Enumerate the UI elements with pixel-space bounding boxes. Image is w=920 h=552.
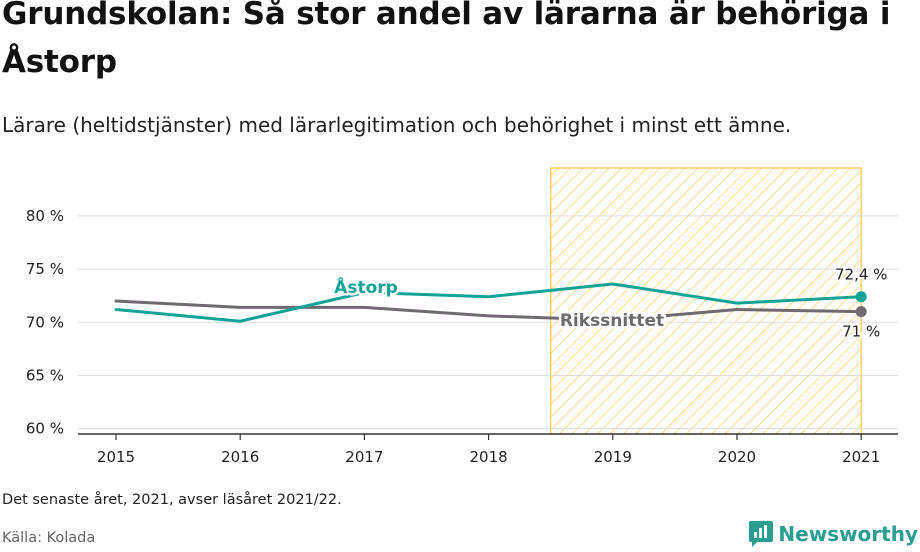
series-end-marker-astorp <box>855 291 867 303</box>
series-label-rikssnittet: Rikssnittet <box>560 311 664 331</box>
y-tick-label: 80 % <box>26 207 64 225</box>
y-tick-label: 65 % <box>26 366 64 384</box>
x-tick-label: 2020 <box>718 448 756 466</box>
end-value-label-rikssnittet: 71 % <box>842 323 880 341</box>
highlight-band <box>550 167 862 435</box>
chart-subtitle: Lärare (heltidstjänster) med lärarlegiti… <box>2 113 792 137</box>
newsworthy-logo-icon <box>749 521 774 547</box>
series-line-rikssnittet <box>114 299 863 322</box>
end-value-label-astorp: 72,4 % <box>835 266 887 284</box>
y-tick-label: 70 % <box>26 313 64 331</box>
line-chart: 60 % 65 % 70 % 75 % 80 % 2015 2016 2017 2018 201… <box>26 167 898 466</box>
series-end-marker-rikssnittet <box>855 306 867 318</box>
series-label-astorp: Åstorp <box>334 275 398 298</box>
footnote: Det senaste året, 2021, avser läsåret 20… <box>2 492 342 508</box>
y-tick-label: 60 % <box>26 420 64 438</box>
x-tick-label: 2017 <box>345 448 383 466</box>
chart-title: Grundskolan: Så stor andel av lärarna är… <box>2 0 891 80</box>
x-tick-label: 2021 <box>842 448 880 466</box>
x-tick-label: 2016 <box>221 448 259 466</box>
brand-name: Newsworthy <box>778 522 918 546</box>
x-tick-label: 2015 <box>97 448 135 466</box>
brand-logo: Newsworthy <box>748 520 918 548</box>
x-tick-label: 2019 <box>594 448 632 466</box>
y-tick-label: 75 % <box>26 260 64 278</box>
series-line-astorp <box>114 282 863 323</box>
x-tick-label: 2018 <box>470 448 508 466</box>
source-text: Källa: Kolada <box>2 530 96 546</box>
